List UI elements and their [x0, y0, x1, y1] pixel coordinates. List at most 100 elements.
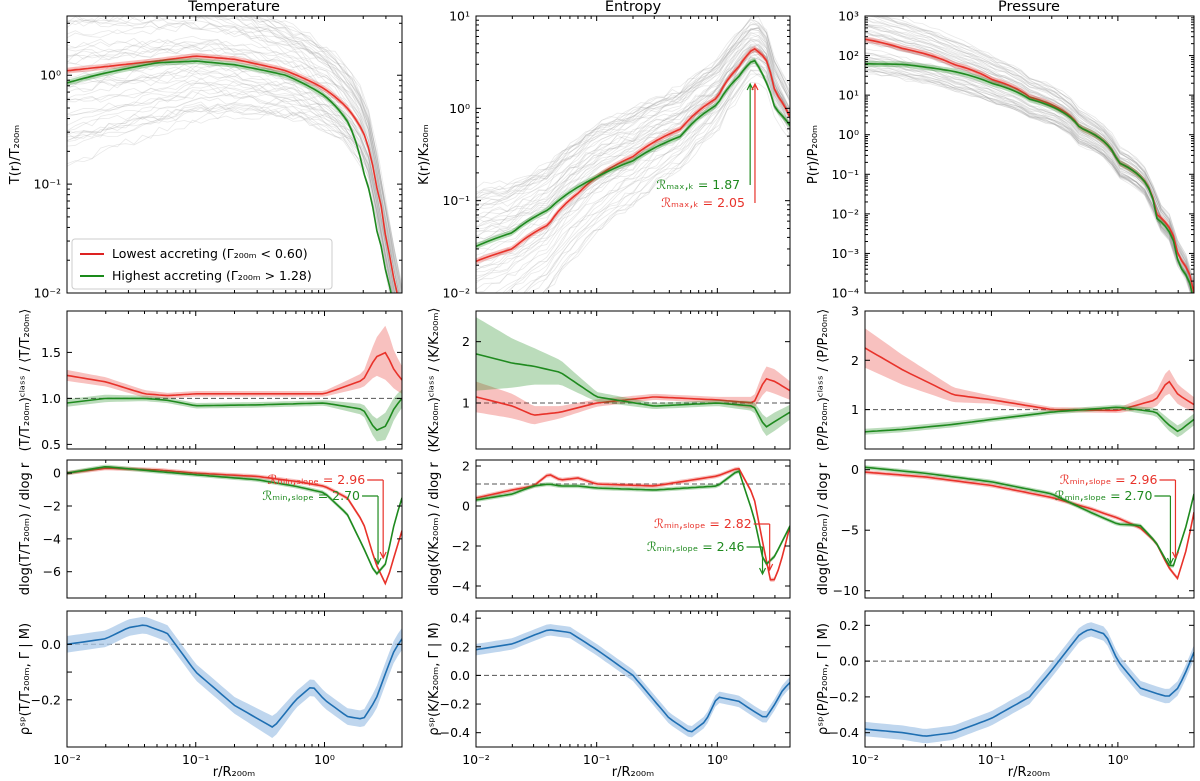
panel-content [865, 622, 1194, 744]
ensemble-line [523, 65, 790, 293]
y-tick-label: −0.2 [829, 689, 859, 704]
y-tick-label: 0 [53, 466, 61, 481]
ensemble-line [476, 48, 790, 220]
ensemble-line [865, 63, 1191, 293]
ensemble-line [476, 22, 790, 222]
ensemble-line [476, 26, 790, 199]
series-band [865, 36, 1194, 293]
ensemble-line [67, 106, 391, 293]
y-tick-label: 0.2 [839, 618, 859, 633]
ensemble-line [67, 23, 402, 293]
y-tick-label: 10⁰ [838, 127, 859, 142]
y-tick-label: 10¹ [838, 88, 859, 103]
panel-content [67, 325, 402, 442]
panel-content [67, 464, 402, 586]
ensemble-line [476, 38, 790, 217]
ensemble-line [67, 89, 396, 293]
ensemble-line [476, 44, 790, 232]
panel-content [865, 465, 1194, 581]
series-line [476, 470, 790, 566]
ensemble-line [67, 20, 399, 293]
y-tick-label: 10⁰ [449, 101, 470, 116]
ensemble-line [865, 52, 1194, 293]
ensemble-line [77, 16, 402, 293]
y-axis-label: ρˢᵖ(P/P₂₀₀ₘ, Γ | M) [816, 623, 831, 735]
ensemble-line [476, 29, 790, 198]
annotation-label: ℛₘₐₓ,ₖ = 1.87 [656, 177, 740, 192]
panel-content [865, 16, 1194, 293]
x-axis-label: r/R₂₀₀ₘ [213, 765, 256, 780]
ensemble-line [865, 52, 1194, 293]
y-tick-label: 3 [851, 304, 859, 319]
ensemble-line [865, 65, 1191, 293]
panel-r1-c2: 1 2 3 (P/P₂₀₀ₘ)ᶜˡᵃˢˢ / ⟨P/P₂₀₀ₘ⟩ [816, 304, 1195, 451]
ensemble-line [542, 70, 790, 293]
ensemble-line [865, 18, 1194, 287]
series-band [476, 317, 790, 436]
ensemble-line [865, 41, 1194, 293]
ensemble-line [865, 17, 1194, 290]
panel-content [67, 16, 402, 293]
ensemble-line [67, 103, 391, 293]
ensemble-line [476, 39, 790, 240]
ensemble-line [67, 79, 393, 293]
series-line [67, 465, 402, 575]
y-tick-label: 1.0 [41, 391, 61, 406]
ensemble-line [865, 66, 1193, 293]
x-tick-label: 10⁻² [851, 752, 879, 767]
ensemble-line [67, 16, 402, 293]
annotation-label: ℛₘᵢₙ,ₛₗₒₚₑ = 2.70 [262, 488, 360, 503]
annotation-label: ℛₘᵢₙ,ₛₗₒₚₑ = 2.96 [1060, 472, 1158, 487]
ensemble-line [476, 46, 790, 256]
series-line [67, 397, 402, 432]
y-tick-label: 0.4 [450, 611, 470, 626]
y-axis-label: (K/K₂₀₀ₘ)ᶜˡᵃˢˢ / ⟨K/K₂₀₀ₘ⟩ [427, 307, 442, 452]
ensemble-line [239, 16, 402, 293]
series-band [865, 328, 1194, 413]
ensemble-line [67, 48, 396, 293]
series-band [865, 470, 1194, 581]
y-tick-label: 0.0 [41, 637, 61, 652]
y-tick-label: −10 [833, 583, 859, 598]
annotation-arrowhead [758, 567, 767, 576]
ensemble-line [865, 25, 1194, 292]
series-line [476, 629, 790, 733]
y-tick-label: −0.2 [440, 697, 470, 712]
panel-r0-c2: 10⁻⁴ 10⁻³ 10⁻² 10⁻¹ 10⁰ 10¹ 10² 10³ P(r)/P₂₀₀ₘ [806, 9, 1195, 301]
ensemble-line [476, 19, 790, 213]
ensemble-line [865, 57, 1191, 293]
ensemble-line [239, 16, 400, 293]
ensemble-line [476, 21, 790, 199]
y-tick-label: −0.2 [31, 692, 61, 707]
ensemble-line [476, 43, 790, 237]
y-tick-label: 10⁻¹ [442, 193, 470, 208]
ensemble-line [476, 50, 790, 244]
ensemble-line [865, 65, 1193, 293]
ensemble-line [67, 68, 396, 293]
ensemble-line [67, 103, 390, 293]
series-band [67, 58, 392, 293]
ensemble-line [494, 53, 790, 293]
annotation-label: ℛₘᵢₙ,ₛₗₒₚₑ = 2.82 [654, 516, 752, 531]
ensemble-line [476, 17, 790, 205]
ensemble-line [476, 44, 790, 228]
ensemble-line [476, 56, 790, 240]
annotation-arrowhead [379, 551, 387, 560]
ensemble-line [865, 68, 1192, 293]
ensemble-line [247, 16, 400, 293]
y-tick-label: 10⁻² [831, 206, 859, 221]
series-line [67, 55, 398, 293]
annotation-label: ℛₘᵢₙ,ₛₗₒₚₑ = 2.46 [647, 539, 745, 554]
ensemble-line [476, 28, 790, 193]
ensemble-line [865, 48, 1192, 293]
y-tick-label: 10⁻² [442, 286, 470, 301]
ensemble-line [67, 104, 393, 293]
y-axis-label: (P/P₂₀₀ₘ)ᶜˡᵃˢˢ / ⟨P/P₂₀₀ₘ⟩ [816, 309, 831, 451]
ensemble-line [874, 16, 1194, 288]
ensemble-line [67, 41, 398, 293]
ensemble-line [541, 73, 790, 293]
series-band [67, 616, 402, 738]
y-tick-label: 2 [462, 334, 470, 349]
panel-content [476, 16, 790, 293]
